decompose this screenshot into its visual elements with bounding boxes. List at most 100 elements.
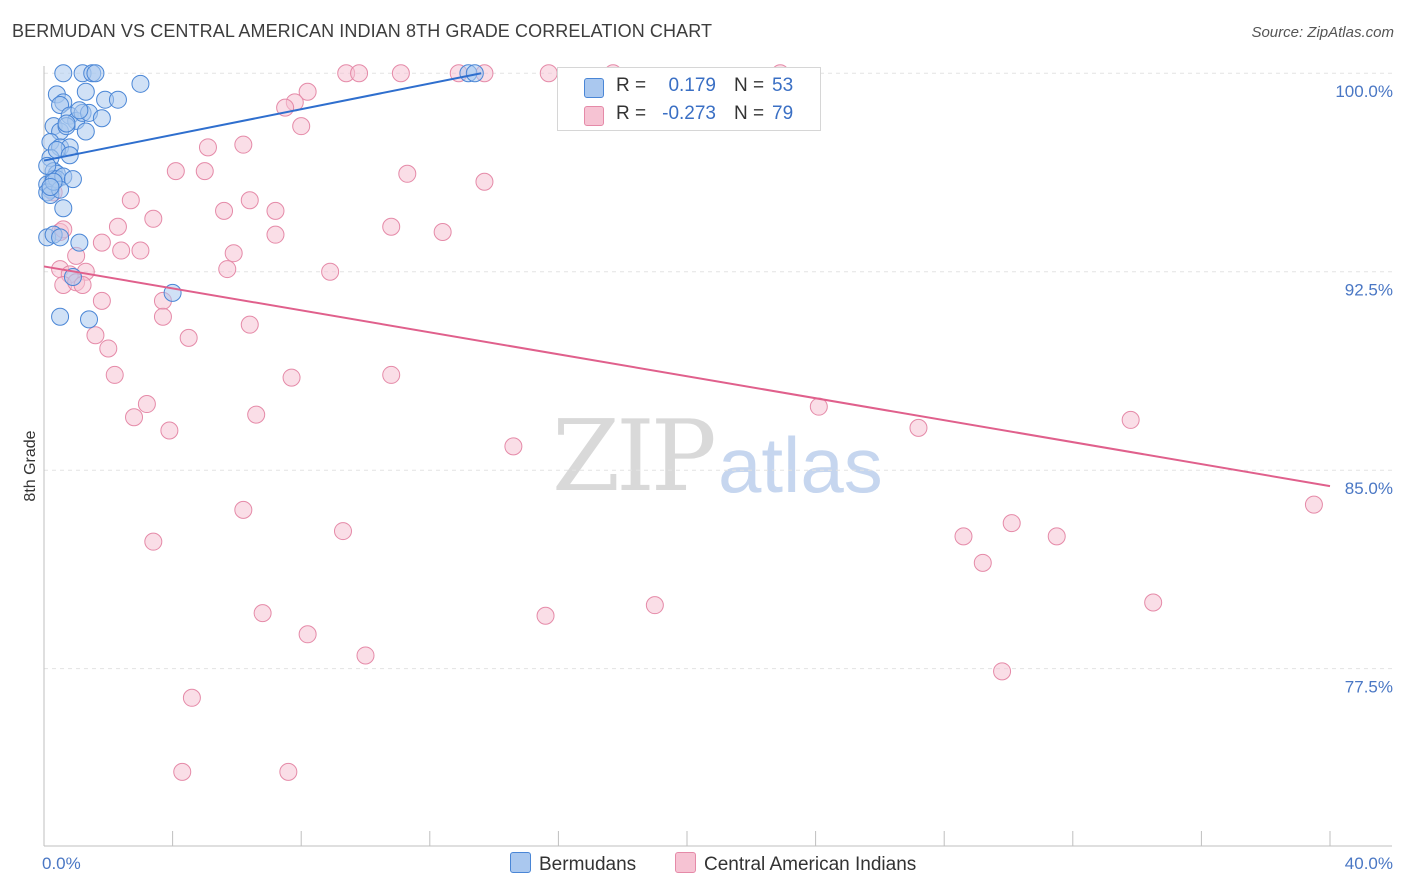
- central-american-indian-point: [240, 315, 259, 334]
- x-tick-label: 40.0%: [1345, 854, 1393, 873]
- trend-lines: [43, 72, 1331, 488]
- central-american-indian-point: [321, 262, 340, 281]
- x-tick-label: 0.0%: [42, 854, 81, 873]
- bermudan-point: [86, 64, 105, 83]
- central-american-indian-point: [234, 135, 253, 154]
- bermudan-point: [465, 64, 484, 83]
- central-american-indians-points: [44, 64, 1323, 781]
- bermudan-point: [131, 74, 150, 93]
- central-american-indian-point: [182, 688, 201, 707]
- central-american-indian-point: [99, 339, 118, 358]
- bottom-legend-bermudans: Bermudans: [510, 852, 636, 876]
- central-american-indian-point: [131, 241, 150, 260]
- central-american-indian-point: [1121, 410, 1140, 429]
- bottom-legend-label: Central American Indians: [704, 854, 917, 875]
- central-american-indian-point: [1047, 527, 1066, 546]
- central-american-indian-point: [166, 162, 185, 181]
- bermudan-point: [76, 122, 95, 141]
- central-american-indian-point: [973, 553, 992, 572]
- bermudan-point: [108, 90, 127, 109]
- bermudan-point: [92, 109, 111, 128]
- central-american-indian-point: [298, 625, 317, 644]
- y-tick-label: 77.5%: [1345, 678, 1393, 697]
- bermudan-point: [51, 228, 70, 247]
- bermudan-point: [41, 178, 60, 197]
- legend-n-label: N =: [734, 75, 765, 96]
- legend-r-label: R =: [616, 103, 647, 124]
- axes: [43, 66, 1392, 847]
- legend-r-value: -0.273: [662, 103, 716, 124]
- y-tick-label: 100.0%: [1335, 82, 1393, 101]
- central-american-indian-point: [253, 604, 272, 623]
- bermudan-point: [80, 310, 99, 329]
- legend-n-value: 79: [772, 103, 794, 124]
- central-american-indian-point: [279, 762, 298, 781]
- central-american-indian-point: [105, 365, 124, 384]
- watermark-zip: ZIP: [552, 400, 717, 514]
- bermudans-points: [38, 64, 484, 329]
- central-american-indian-point: [144, 532, 163, 551]
- central-american-indian-point: [382, 217, 401, 236]
- central-american-indian-point: [475, 172, 494, 191]
- central-american-indian-point: [266, 225, 285, 244]
- correlation-legend: R = 0.179 N = 53 R = -0.273 N = 79: [557, 67, 821, 131]
- central-american-indian-point: [433, 223, 452, 242]
- central-american-indian-point: [382, 365, 401, 384]
- grid-lines: [44, 72, 1392, 670]
- central-american-indian-point: [536, 606, 555, 625]
- central-american-indian-point: [234, 500, 253, 519]
- central-american-indian-point: [356, 646, 375, 665]
- bermudan-point: [38, 156, 57, 175]
- central-american-indian-point: [645, 596, 664, 615]
- central-american-indian-point: [247, 405, 266, 424]
- central-american-indian-point: [1304, 495, 1323, 514]
- central-american-indian-point: [179, 328, 198, 347]
- central-american-indian-point: [954, 527, 973, 546]
- chart-title: BERMUDAN VS CENTRAL AMERICAN INDIAN 8TH …: [12, 21, 713, 41]
- legend-row-central-american-indians: R = -0.273 N = 79: [558, 101, 820, 129]
- central-american-indian-point: [539, 64, 558, 83]
- legend-swatch-pink: [584, 106, 604, 126]
- source-credit: Source: ZipAtlas.com: [1251, 24, 1394, 41]
- legend-row-bermudans: R = 0.179 N = 53: [558, 73, 820, 101]
- central-american-indian-point: [298, 82, 317, 101]
- central-american-indian-point: [909, 418, 928, 437]
- central-american-indians-trend-line: [43, 265, 1331, 488]
- bermudan-point: [63, 170, 82, 189]
- central-american-indian-point: [240, 191, 259, 210]
- bermudan-point: [57, 114, 76, 133]
- bermudan-point: [54, 64, 73, 83]
- legend-n-label: N =: [734, 103, 765, 124]
- central-american-indian-point: [350, 64, 369, 83]
- legend-n-value: 53: [772, 75, 794, 96]
- central-american-indian-point: [1144, 593, 1163, 612]
- central-american-indian-point: [391, 64, 410, 83]
- central-american-indian-point: [173, 762, 192, 781]
- central-american-indian-point: [121, 191, 140, 210]
- central-american-indian-point: [1002, 514, 1021, 533]
- central-american-indian-point: [92, 233, 111, 252]
- central-american-indian-point: [333, 522, 352, 541]
- bottom-legend-swatch-pink: [675, 852, 696, 873]
- central-american-indian-point: [92, 291, 111, 310]
- bermudan-point: [76, 82, 95, 101]
- central-american-indian-point: [137, 395, 156, 414]
- central-american-indian-point: [153, 307, 172, 326]
- central-american-indian-point: [112, 241, 131, 260]
- central-american-indian-point: [160, 421, 179, 440]
- central-american-indian-point: [282, 368, 301, 387]
- y-tick-label: 85.0%: [1345, 479, 1393, 498]
- bermudan-point: [70, 233, 89, 252]
- legend-r-label: R =: [616, 75, 647, 96]
- tick-labels: 100.0% 92.5% 85.0% 77.5% 0.0% 40.0%: [42, 82, 1393, 873]
- central-american-indian-point: [224, 244, 243, 263]
- bermudan-point: [51, 307, 70, 326]
- central-american-indian-point: [198, 138, 217, 157]
- legend-swatch-blue: [584, 78, 604, 98]
- bermudans-trend-line: [43, 72, 482, 162]
- bottom-legend-label: Bermudans: [539, 854, 637, 875]
- watermark-atlas: atlas: [718, 421, 883, 509]
- central-american-indian-point: [218, 260, 237, 279]
- central-american-indian-point: [993, 662, 1012, 681]
